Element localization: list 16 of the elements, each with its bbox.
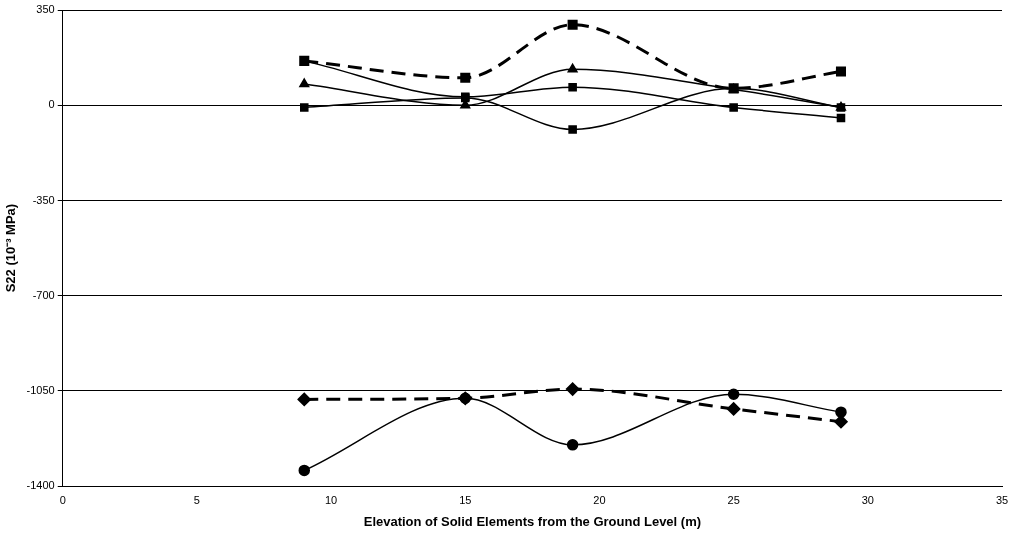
y-axis-title: S22 (10⁻³ MPa)	[3, 203, 19, 293]
x-tick-label: 0	[59, 493, 66, 506]
x-axis-title: Elevation of Solid Elements from the Ground Level (m)	[363, 513, 702, 529]
x-tick-label: 5	[193, 493, 200, 506]
y-tick-label: 0	[48, 98, 55, 111]
x-tick-label: 20	[593, 493, 606, 506]
x-tick-label: 25	[727, 493, 740, 506]
y-tick-label: -700	[32, 288, 55, 301]
x-tick-label: 30	[861, 493, 874, 506]
y-tick-label: -1050	[26, 383, 55, 396]
x-tick-label: 15	[459, 493, 472, 506]
y-tick-label: -350	[32, 193, 55, 206]
y-tick-label: 350	[36, 3, 55, 16]
x-tick-label: 10	[324, 493, 338, 506]
x-tick-label: 35	[995, 493, 1009, 506]
y-tick-label: -1400	[26, 479, 55, 492]
